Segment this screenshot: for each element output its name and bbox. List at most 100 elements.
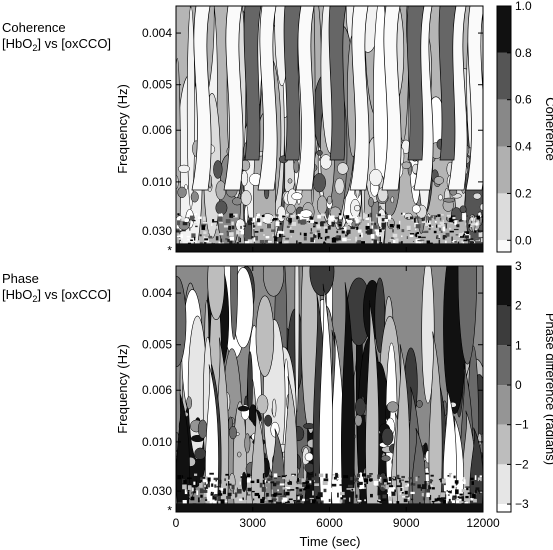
- heatmap-cell: [290, 214, 295, 218]
- heatmap-cell: [441, 214, 443, 216]
- heatmap-cell: [271, 489, 273, 495]
- y-tick-label: 0.004: [142, 286, 172, 300]
- heatmap-cell: [391, 491, 396, 496]
- heatmap-cell: [193, 242, 196, 244]
- heatmap-cell: [475, 487, 480, 491]
- heatmap-region: [178, 164, 190, 173]
- heatmap-cell: [397, 478, 401, 480]
- coherence-subtitle: [HbO2] vs [oxCCO]: [2, 36, 111, 53]
- heatmap-region: [316, 195, 328, 215]
- heatmap-cell: [307, 478, 309, 482]
- heatmap-cell: [466, 237, 471, 241]
- heatmap-cell: [336, 477, 342, 480]
- heatmap-cell: [189, 227, 191, 231]
- heatmap-cell: [459, 233, 463, 237]
- heatmap-cell: [308, 221, 311, 223]
- heatmap-cell: [401, 496, 407, 498]
- heatmap-cell: [212, 495, 217, 501]
- heatmap-cell: [336, 222, 342, 224]
- heatmap-cell: [468, 224, 471, 228]
- heatmap-cell: [418, 476, 420, 478]
- heatmap-cell: [218, 241, 222, 245]
- heatmap-cell: [275, 214, 279, 217]
- heatmap-cell: [399, 220, 401, 225]
- colorbar-level: [497, 266, 511, 306]
- heatmap-cell: [465, 495, 469, 499]
- heatmap-cell: [366, 476, 371, 479]
- heatmap-cell: [305, 499, 309, 501]
- heatmap-cell: [294, 479, 296, 482]
- heatmap-cell: [267, 478, 271, 481]
- coherence-y-ticks: 0.004 0.005 0.006 0.010 0.030 *: [142, 26, 484, 257]
- heatmap-cell: [205, 501, 210, 504]
- heatmap-cell: [286, 214, 291, 216]
- heatmap-cell: [470, 218, 473, 221]
- heatmap-cell: [459, 234, 465, 238]
- heatmap-cell: [218, 213, 223, 217]
- heatmap-cell: [297, 477, 300, 482]
- heatmap-cell: [195, 480, 198, 486]
- heatmap-cell: [176, 235, 182, 238]
- heatmap-cell: [293, 500, 296, 502]
- heatmap-cell: [269, 475, 273, 478]
- heatmap-cell: [370, 485, 375, 488]
- heatmap-cell: [461, 496, 465, 502]
- heatmap-region: [354, 205, 361, 212]
- heatmap-cell: [392, 233, 398, 238]
- heatmap-cell: [335, 472, 338, 478]
- heatmap-cell: [437, 234, 441, 239]
- heatmap-cell: [248, 491, 251, 495]
- heatmap-cell: [463, 479, 466, 485]
- heatmap-cell: [275, 496, 279, 502]
- heatmap-cell: [400, 482, 402, 488]
- heatmap-cell: [182, 222, 188, 226]
- heatmap-cell: [464, 232, 470, 238]
- heatmap-cell: [407, 483, 410, 487]
- y-tick-label: 0.010: [142, 435, 172, 449]
- heatmap-cell: [459, 493, 463, 496]
- heatmap-cell: [422, 497, 425, 501]
- coherence-colorbar: 1.0 0.8 0.6 0.4 0.2 0.0: [496, 0, 532, 253]
- heatmap-cell: [281, 475, 286, 479]
- heatmap-cell: [430, 479, 434, 482]
- colorbar-tick-label: 0.4: [515, 140, 532, 154]
- heatmap-cell: [264, 498, 267, 501]
- heatmap-cell: [418, 236, 421, 239]
- heatmap-cell: [393, 502, 396, 505]
- heatmap-cell: [195, 489, 198, 492]
- heatmap-cell: [339, 484, 345, 486]
- heatmap-cell: [409, 234, 414, 238]
- heatmap-cell: [399, 492, 401, 495]
- heatmap-cell: [310, 228, 312, 232]
- heatmap-cell: [355, 494, 358, 498]
- heatmap-cell: [341, 498, 345, 504]
- heatmap-cell: [305, 477, 308, 481]
- heatmap-cell: [313, 239, 315, 243]
- colorbar-tick-label: 2: [515, 299, 522, 313]
- heatmap-cell: [473, 217, 476, 222]
- heatmap-cell: [449, 486, 451, 491]
- heatmap-cell: [382, 494, 387, 499]
- heatmap-cell: [198, 242, 203, 244]
- heatmap-cell: [296, 216, 299, 220]
- heatmap-cell: [220, 238, 222, 243]
- heatmap-cell: [200, 477, 203, 481]
- heatmap-region: [411, 204, 421, 214]
- heatmap-cell: [399, 479, 402, 483]
- heatmap-cell: [263, 234, 265, 236]
- heatmap-cell: [347, 232, 349, 236]
- heatmap-cell: [187, 494, 190, 497]
- heatmap-cell: [225, 219, 231, 224]
- heatmap-cell: [459, 220, 464, 222]
- heatmap-cell: [444, 223, 448, 225]
- heatmap-cell: [240, 229, 245, 235]
- heatmap-cell: [260, 498, 265, 504]
- colorbar-level: [497, 424, 511, 465]
- heatmap-cell: [435, 221, 437, 223]
- heatmap-cell: [415, 239, 420, 244]
- heatmap-cell: [337, 239, 339, 242]
- heatmap-cell: [219, 222, 223, 224]
- heatmap-cell: [376, 240, 379, 244]
- heatmap-cell: [227, 492, 232, 497]
- heatmap-cell: [373, 225, 378, 229]
